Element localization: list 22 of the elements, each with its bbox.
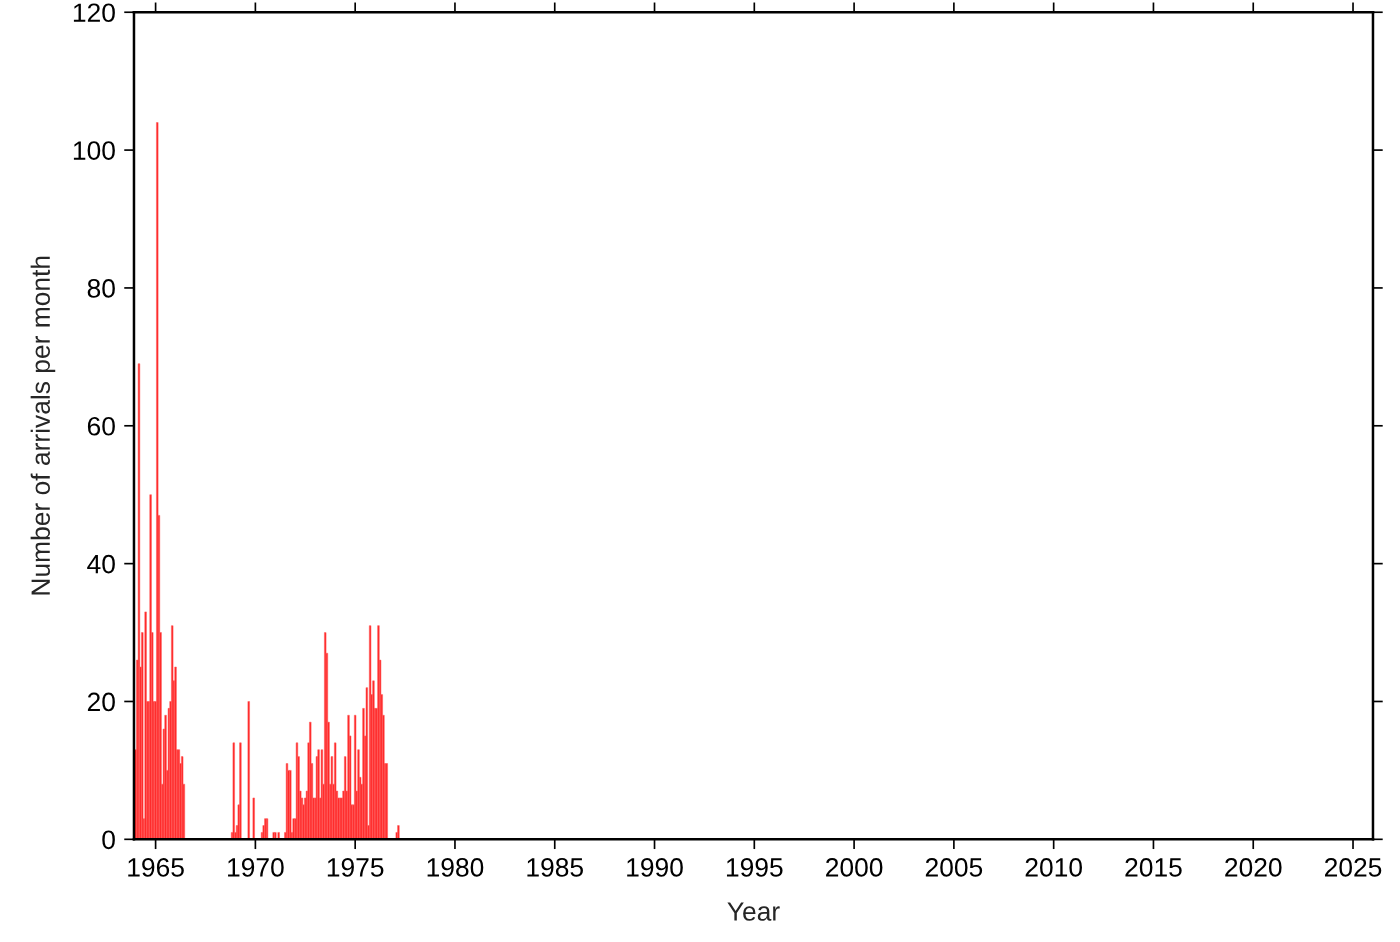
x-tick-label: 1970: [228, 858, 284, 877]
x-tick-label: 1985: [527, 858, 583, 877]
y-tick-label: 60: [87, 416, 115, 436]
x-tick-label: 2015: [1125, 858, 1182, 877]
y-tick-label: 80: [87, 279, 115, 298]
y-tick-label: 0: [102, 830, 115, 850]
x-tick-label: 2025: [1325, 858, 1382, 877]
x-tick-label: 1990: [627, 858, 683, 877]
y-tick-label: 100: [73, 141, 115, 160]
y-tick-label: 40: [87, 554, 115, 574]
x-tick-label: 2005: [925, 858, 983, 877]
y-axis-title: Number of arrivals per month: [30, 256, 56, 595]
x-tick-label: 2010: [1025, 858, 1082, 877]
x-tick-label: 1980: [427, 858, 484, 877]
y-tick-label: 20: [87, 692, 115, 712]
y-tick-label: 120: [73, 3, 115, 23]
x-tick-label: 2000: [826, 858, 883, 877]
x-tick-label: 1995: [726, 858, 783, 877]
x-tick-label: 1965: [128, 858, 184, 877]
x-tick-label: 1975: [327, 858, 384, 877]
x-axis-title: Year: [727, 902, 780, 921]
x-tick-label: 2020: [1225, 858, 1282, 877]
